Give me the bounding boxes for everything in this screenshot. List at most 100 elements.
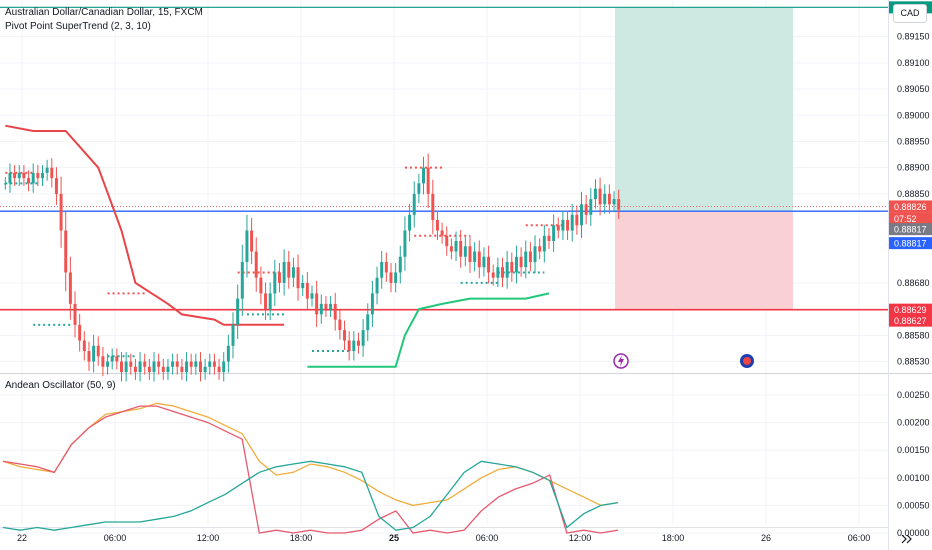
candle-body <box>115 356 119 362</box>
time-tick-label: 06:00 <box>848 533 871 543</box>
currency-button[interactable]: CAD <box>893 4 927 23</box>
candle-body <box>431 193 435 221</box>
candle <box>533 235 537 273</box>
candle <box>566 210 570 240</box>
price-tick-label: 0.88680 <box>897 278 930 288</box>
candle-body <box>282 261 286 283</box>
candle <box>417 173 421 204</box>
candle <box>189 353 193 375</box>
candle-body <box>208 361 212 367</box>
candle <box>50 158 54 188</box>
price-tag-ask: 0.88817 <box>889 237 932 250</box>
candle <box>138 352 142 382</box>
candle <box>203 358 207 380</box>
candle-body <box>547 235 551 242</box>
price-tick-label: 0.88850 <box>897 189 930 199</box>
candle-body <box>403 230 407 257</box>
candle-body <box>22 172 26 179</box>
candle-body <box>310 293 314 299</box>
candle-body <box>389 272 393 283</box>
candle-body <box>491 272 495 278</box>
candle-body <box>542 235 546 252</box>
candle-body <box>510 261 514 273</box>
candle <box>603 184 607 214</box>
time-tick-label: 06:00 <box>476 533 499 543</box>
candle-body <box>301 282 305 289</box>
candle <box>217 358 221 380</box>
candle-body <box>64 230 68 273</box>
candle <box>13 165 17 186</box>
candle-body <box>607 193 611 205</box>
osc-tick-label: 0.00050 <box>897 500 930 510</box>
candle <box>473 242 477 272</box>
oscillator-legend[interactable]: Andean Oscillator (50, 9) <box>5 380 116 391</box>
candle <box>45 159 49 181</box>
candle-body <box>487 256 491 273</box>
candle-body <box>78 324 82 341</box>
candle-body <box>612 199 616 205</box>
price-tick-label: 0.89150 <box>897 32 930 42</box>
price-tag-text: 0.88629 <box>894 305 927 315</box>
price-tag-bg <box>889 212 932 225</box>
candle-body <box>505 261 509 278</box>
candle <box>482 247 486 277</box>
candle-body <box>380 261 384 278</box>
candle <box>575 205 579 235</box>
candle <box>426 153 430 209</box>
candle-body <box>124 361 128 372</box>
candle <box>291 257 295 288</box>
lightning-icon <box>618 355 624 367</box>
candle-body <box>41 172 44 179</box>
candle-body <box>435 220 439 231</box>
candle <box>115 348 119 370</box>
price-axis: 0.89150 0.89100 0.89050 0.89000 0.88950 0.889… <box>897 32 930 538</box>
candle <box>580 191 583 238</box>
candle-body <box>236 298 240 325</box>
price-tag-text: 07:52 <box>894 214 917 224</box>
candle-body <box>36 172 40 179</box>
candle-body <box>59 193 63 231</box>
candle <box>175 353 179 375</box>
candle <box>352 331 356 361</box>
candle-body <box>384 261 388 273</box>
price-tick-label: 0.88580 <box>897 330 930 340</box>
candle-body <box>449 246 453 252</box>
candle <box>22 165 26 186</box>
candle-body <box>440 230 444 236</box>
price-tag-last: 0.88826 <box>889 200 932 213</box>
candle <box>370 280 374 327</box>
candle <box>612 191 616 213</box>
candle <box>468 235 472 273</box>
candle <box>250 217 254 265</box>
candle <box>589 188 593 226</box>
osc-tick-label: 0.00000 <box>897 528 930 538</box>
candle <box>528 242 532 272</box>
oscillator-signal-line <box>2 460 619 531</box>
supertrend-legend[interactable]: Pivot Point SuperTrend (2, 3, 10) <box>5 21 151 32</box>
candle <box>87 341 91 371</box>
time-tick-label: 26 <box>761 533 771 543</box>
candle-body <box>264 293 268 310</box>
candle-body <box>454 241 458 252</box>
candle-body <box>45 167 49 173</box>
candle <box>431 179 435 235</box>
candle-body <box>13 172 17 179</box>
symbol-title[interactable]: Australian Dollar/Canadian Dollar, 15, F… <box>5 7 203 18</box>
candle-body <box>598 188 602 205</box>
candle-body <box>459 241 463 257</box>
time-axis: 22 06:00 12:00 18:00 25 06:00 12:00 18:00 26 06:0… <box>17 533 870 543</box>
candle <box>310 285 314 307</box>
candle-body <box>273 272 277 294</box>
candle-body <box>203 366 207 372</box>
candle <box>194 353 198 375</box>
candle-body <box>212 361 216 367</box>
candle-body <box>268 293 272 310</box>
candle-body <box>259 277 263 294</box>
candle <box>236 284 240 339</box>
candle-body <box>171 361 175 367</box>
candle-body <box>514 256 518 273</box>
candle <box>245 214 249 278</box>
candle-body <box>570 214 574 231</box>
candle-body <box>189 361 193 367</box>
